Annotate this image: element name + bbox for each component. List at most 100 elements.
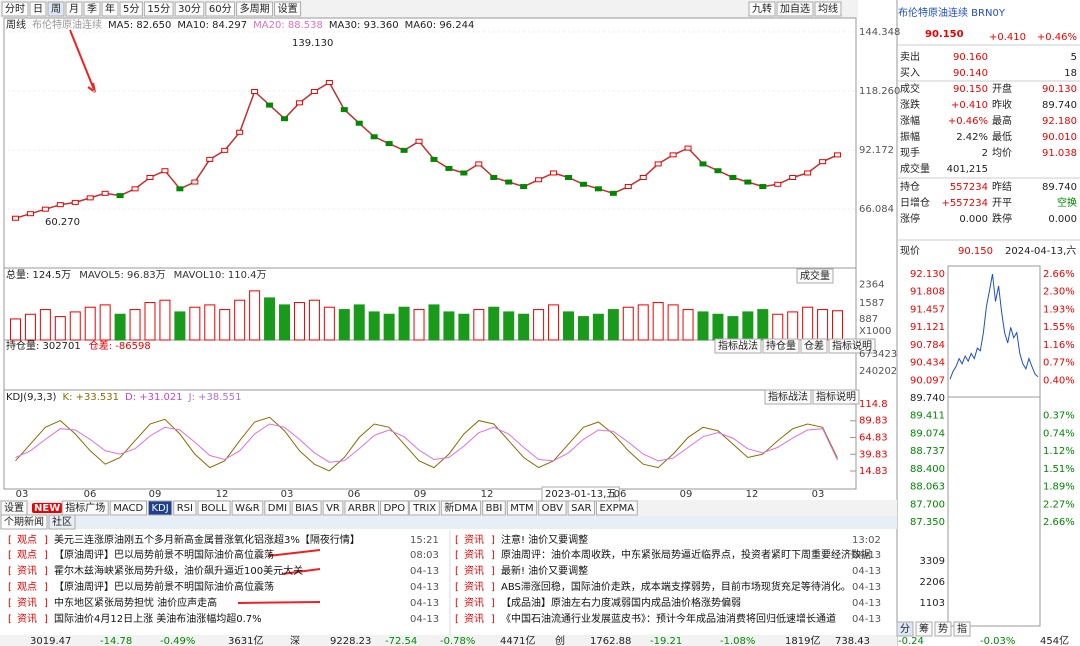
period-tab[interactable]: 5分 — [123, 3, 139, 15]
indicator-tab[interactable]: MACD — [113, 503, 143, 514]
period-tab[interactable]: 月 — [69, 3, 79, 15]
indicator-tab-bg[interactable] — [380, 500, 409, 516]
news-tag[interactable]: 资讯 — [17, 565, 37, 577]
news-tag[interactable]: 资讯 — [464, 565, 484, 577]
indicator-tab-bg[interactable] — [173, 500, 197, 516]
cursor-date[interactable]: 2023-01-13,五 — [545, 489, 616, 500]
period-tab-bg[interactable] — [236, 1, 274, 17]
news-tag[interactable]: 观点 — [17, 549, 37, 561]
indicator-tab[interactable]: DPO — [384, 503, 406, 514]
indicator-tab-bg[interactable] — [231, 500, 264, 516]
period-tab-bg[interactable] — [65, 1, 83, 17]
indicator-tab-bg[interactable] — [148, 500, 173, 516]
indicator-button-bg[interactable] — [764, 389, 812, 405]
period-tab[interactable]: 60分 — [209, 3, 232, 15]
indicator-tab[interactable]: 新DMA — [444, 501, 477, 514]
toolbar-button[interactable]: 均线 — [818, 2, 838, 15]
period-tab[interactable]: 30分 — [178, 3, 201, 15]
indicator-button[interactable]: 指标说明 — [832, 339, 872, 352]
period-tab-bg[interactable] — [274, 1, 302, 17]
indicator-tab-bg[interactable] — [197, 500, 231, 516]
news-tab[interactable]: 社区 — [52, 515, 72, 528]
indicator-tab[interactable]: SAR — [571, 503, 591, 514]
news-headline[interactable]: 中东地区紧张局势担忧 油价应声走高 — [54, 596, 217, 609]
indicator-tab-bg[interactable] — [408, 500, 440, 516]
indicator-tab-bg[interactable] — [264, 500, 291, 516]
news-tag[interactable]: 资讯 — [17, 613, 37, 625]
toolbar-button-bg[interactable] — [814, 1, 842, 17]
indicator-select[interactable]: 成交量 — [800, 269, 830, 282]
period-tab[interactable]: 年 — [105, 2, 115, 15]
indicator-button[interactable]: 指标战法 — [768, 390, 808, 403]
indicator-button[interactable]: 指标战法 — [718, 339, 758, 352]
side-tab-bg[interactable] — [953, 621, 971, 637]
indicator-button-bg[interactable] — [828, 338, 876, 354]
indicator-button-bg[interactable] — [762, 338, 800, 354]
indicator-tab-bg[interactable] — [538, 500, 567, 516]
indicator-button[interactable]: 持仓量 — [766, 339, 796, 352]
news-tag[interactable]: 资讯 — [464, 613, 484, 625]
indicator-tab[interactable]: 设置 — [4, 502, 24, 514]
toolbar-button[interactable]: 加自选 — [780, 2, 810, 15]
indicator-button-bg[interactable] — [714, 338, 762, 354]
indicator-tab[interactable]: TRIX — [412, 503, 436, 514]
news-headline[interactable]: 霍尔木兹海峡紧张局势升级，油价飙升逼近100美元大关 — [54, 564, 303, 577]
indicator-tab[interactable]: W&R — [235, 503, 260, 514]
indicator-tab-bg[interactable] — [61, 500, 109, 516]
news-headline[interactable]: 【原油周评】巴以局势前景不明国际油价高位震荡 — [54, 580, 274, 593]
indicator-tab[interactable]: MTM — [510, 503, 533, 514]
indicator-tab[interactable]: VR — [326, 503, 340, 514]
side-tab[interactable]: 指 — [957, 622, 967, 635]
indicator-tab[interactable]: ARBR — [348, 503, 376, 514]
indicator-tab-bg[interactable] — [109, 500, 148, 516]
period-tab[interactable]: 日 — [33, 4, 43, 15]
news-tag[interactable]: 资讯 — [464, 581, 484, 593]
news-headline[interactable]: 国际油价4月12日上涨 美油布油涨幅均超0.7% — [54, 612, 262, 625]
side-tab-bg[interactable] — [934, 621, 952, 637]
news-headline[interactable]: 原油周评：油价本周收跌，中东紧张局势逼近临界点，投资者紧盯下周重要经济数据 — [501, 548, 871, 561]
indicator-select-bg[interactable] — [796, 268, 834, 284]
indicator-button-bg[interactable] — [800, 338, 828, 354]
period-tab[interactable]: 15分 — [147, 3, 170, 15]
news-tab-bg[interactable] — [48, 514, 76, 530]
news-headline[interactable]: ABS滞涨回稳，国际油价走跌，成本端支撑弱势，目前市场现货充足等待消化。 — [501, 580, 851, 593]
indicator-tab[interactable]: BBI — [486, 503, 503, 514]
news-tag[interactable]: 资讯 — [464, 534, 484, 546]
period-tab-bg[interactable] — [119, 1, 143, 17]
indicator-button[interactable]: 指标说明 — [816, 390, 856, 403]
period-tab[interactable]: 周 — [51, 3, 61, 15]
news-tag[interactable]: 资讯 — [464, 549, 484, 561]
news-headline[interactable]: 最新! 油价又要调整 — [501, 564, 588, 577]
indicator-tab-bg[interactable] — [482, 500, 506, 516]
indicator-tab[interactable]: RSI — [177, 503, 193, 514]
indicator-tab-bg[interactable] — [344, 500, 380, 516]
news-tab[interactable]: 个期新闻 — [4, 515, 44, 528]
news-tag[interactable]: 资讯 — [464, 597, 484, 609]
indicator-tab[interactable]: BIAS — [295, 503, 318, 514]
side-tab-bg[interactable] — [915, 621, 933, 637]
indicator-tab[interactable]: 指标广场 — [65, 501, 105, 514]
toolbar-button[interactable]: 九转 — [752, 2, 772, 15]
period-tab[interactable]: 设置 — [278, 3, 298, 15]
side-tab[interactable]: 筹 — [919, 622, 929, 635]
indicator-button-bg[interactable] — [812, 389, 860, 405]
period-tab-bg[interactable] — [1, 1, 29, 17]
period-tab-bg[interactable] — [143, 1, 174, 17]
period-tab[interactable]: 多周期 — [240, 2, 270, 15]
news-headline[interactable]: 《中国石油流通行业发展蓝皮书》：预计今年成品油消费将回归低速增长通道 — [501, 612, 836, 625]
indicator-tab-bg[interactable] — [506, 500, 538, 516]
side-tab[interactable]: 分 — [900, 623, 910, 635]
indicator-tab-bg[interactable] — [322, 500, 344, 516]
side-tab-bg[interactable] — [896, 621, 914, 637]
indicator-tab[interactable]: DMI — [268, 503, 287, 514]
period-tab[interactable]: 季 — [87, 3, 97, 15]
indicator-tab-bg[interactable] — [595, 500, 638, 516]
toolbar-button-bg[interactable] — [776, 1, 814, 17]
indicator-tab[interactable]: OBV — [542, 503, 563, 514]
period-tab-bg[interactable] — [174, 1, 205, 17]
news-tag[interactable]: 资讯 — [17, 597, 37, 609]
period-tab-bg[interactable] — [47, 1, 65, 17]
period-tab-bg[interactable] — [101, 1, 119, 17]
period-tab-bg[interactable] — [83, 1, 101, 17]
indicator-tab[interactable]: KDJ — [152, 503, 169, 514]
